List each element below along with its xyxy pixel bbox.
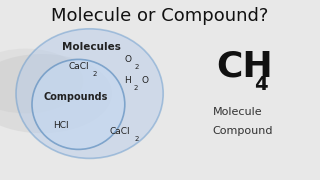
Ellipse shape bbox=[16, 29, 163, 158]
Text: Compounds: Compounds bbox=[43, 92, 108, 102]
Ellipse shape bbox=[32, 59, 125, 149]
Text: CaCl: CaCl bbox=[110, 127, 130, 136]
Text: Molecule or Compound?: Molecule or Compound? bbox=[51, 7, 269, 25]
Ellipse shape bbox=[0, 54, 112, 133]
Text: CaCl: CaCl bbox=[68, 62, 89, 71]
Text: 2: 2 bbox=[134, 136, 139, 142]
Text: Molecule: Molecule bbox=[213, 107, 262, 117]
Text: 2: 2 bbox=[134, 85, 138, 91]
Text: HCl: HCl bbox=[53, 122, 68, 130]
Text: CH: CH bbox=[216, 50, 273, 84]
Text: O: O bbox=[124, 55, 131, 64]
Text: 2: 2 bbox=[134, 64, 139, 70]
Text: Molecules: Molecules bbox=[62, 42, 121, 52]
Text: O: O bbox=[142, 76, 149, 86]
Text: 2: 2 bbox=[93, 71, 97, 77]
Text: H: H bbox=[124, 76, 131, 86]
Ellipse shape bbox=[0, 49, 83, 113]
Text: Compound: Compound bbox=[213, 126, 273, 136]
Text: 4: 4 bbox=[254, 75, 268, 94]
